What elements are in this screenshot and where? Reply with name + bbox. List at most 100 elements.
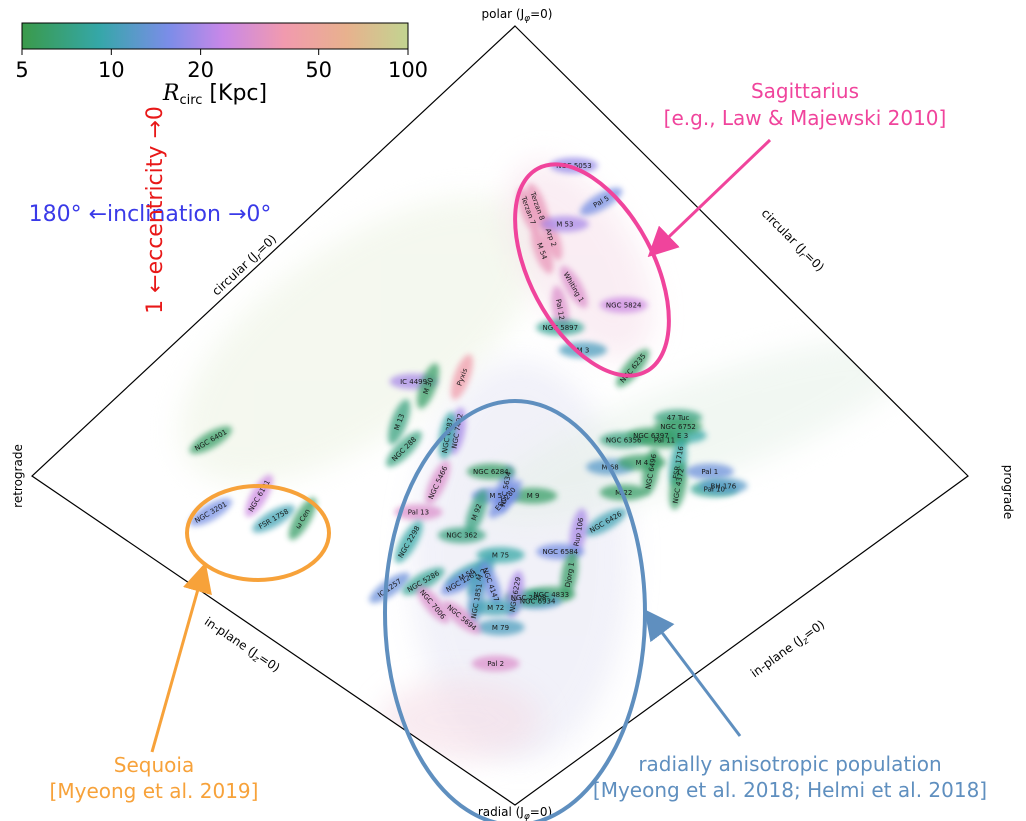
cluster-blob — [437, 527, 486, 544]
label-top: polar (Jφ=0) — [482, 7, 553, 24]
colorbar-label: Rcirc [Kpc] — [162, 81, 267, 108]
colorbar: 5 10 20 50 100 Rcirc [Kpc] — [15, 22, 428, 108]
colorbar-tick-label: 50 — [305, 58, 332, 82]
eccentricity-label: 1 ←eccentricity →0 — [143, 106, 168, 314]
cluster-blob — [416, 363, 440, 409]
cluster-blob — [438, 411, 457, 460]
cluster-label: NGC 6356 — [606, 437, 642, 445]
cluster-label: NGC 6934 — [520, 598, 556, 606]
cluster-blob — [465, 489, 488, 535]
cluster-label: NGC 6397 — [633, 432, 669, 440]
cluster-blob — [387, 399, 411, 445]
colorbar-tick-label: 20 — [187, 58, 214, 82]
cluster-blob — [616, 348, 650, 388]
label-bottom: radial (Jφ=0) — [478, 805, 552, 821]
cluster-label: NGC 2808 — [511, 594, 547, 602]
sagittarius-citation: [e.g., Law & Majewski 2010] — [664, 106, 947, 130]
cluster-blob — [252, 504, 295, 533]
cluster-blob — [599, 297, 648, 313]
sequoia-arrow — [150, 562, 212, 753]
cluster-blob — [560, 551, 579, 599]
cluster-label: Pal 11 — [654, 437, 675, 445]
radial-annotation: radially anisotropic population [Myeong … — [593, 752, 987, 802]
cluster-label: Pal 10 — [704, 486, 725, 494]
cluster-blob — [471, 599, 520, 616]
cluster-blob — [641, 447, 660, 496]
cluster-blob — [471, 655, 520, 672]
cluster-blob — [540, 216, 589, 232]
label-left: retrograde — [11, 444, 25, 508]
cluster-blob — [476, 619, 525, 636]
cluster-label: NGC 6584 — [543, 548, 579, 556]
sequoia-title: Sequoia — [114, 753, 194, 777]
cluster-blob — [288, 497, 317, 540]
cluster-blob — [685, 463, 734, 480]
cluster-blob — [416, 585, 450, 624]
cluster-label: M 53 — [556, 221, 573, 229]
cluster-label: NGC 5897 — [543, 324, 579, 332]
cluster-blob — [549, 157, 598, 174]
cluster-label: M 3 — [577, 347, 590, 355]
cluster-blob — [450, 354, 474, 400]
cluster-label: Pal 1 — [701, 468, 718, 476]
cluster-blob — [584, 508, 627, 536]
cluster-blob — [509, 487, 558, 504]
sequoia-annotation: Sequoia [Myeong et al. 2019] — [50, 753, 259, 803]
sagittarius-title: Sagittarius — [751, 79, 859, 103]
colorbar-tick-label: 10 — [98, 58, 125, 82]
cluster-blob — [479, 561, 502, 608]
cluster-blob — [560, 265, 588, 309]
cluster-blob — [189, 498, 232, 527]
cluster-label: 47 Tuc — [667, 414, 690, 422]
cluster-label: IC 4499 — [400, 378, 427, 386]
colorbar-tick-label: 5 — [15, 58, 28, 82]
radial-arrow — [644, 609, 742, 737]
label-upper-right: circular (Jr=0) — [757, 206, 827, 276]
cluster-label: NGC 6284 — [473, 468, 509, 476]
cluster-blob — [386, 431, 422, 467]
sequoia-citation: [Myeong et al. 2019] — [50, 779, 259, 803]
sagittarius-ellipse — [513, 162, 671, 378]
sequoia-ellipse — [185, 484, 331, 582]
cluster-label: M 9 — [527, 492, 540, 500]
cluster-blob — [189, 426, 232, 454]
cluster-label: M 75 — [492, 551, 509, 559]
cluster-blob — [466, 463, 515, 480]
cluster-blob — [699, 477, 748, 494]
cluster-blob — [569, 508, 588, 556]
cluster-label: Pal 2 — [487, 660, 504, 668]
cluster-blob — [425, 460, 451, 505]
cluster-label: BH 176 — [711, 482, 737, 490]
cluster-label: Pal 12 — [554, 298, 566, 320]
cluster-label: E 3 — [677, 432, 688, 440]
radial-citation: [Myeong et al. 2018; Helmi et al. 2018] — [593, 778, 987, 802]
cluster-label: NGC 4833 — [533, 591, 569, 599]
cluster-blob — [369, 572, 410, 604]
radial-title: radially anisotropic population — [638, 752, 941, 776]
cluster-label: NGC 6752 — [660, 423, 696, 431]
cluster-blob — [442, 600, 481, 635]
cluster-blob — [536, 319, 585, 336]
cluster-label: M 72 — [487, 604, 504, 612]
cluster-label: NGC 362 — [446, 532, 477, 540]
cluster-blob — [402, 567, 445, 596]
cluster-blob — [531, 228, 554, 274]
cluster-label: M 5 — [489, 492, 502, 500]
inclination-label: 180° ←inclination →0° — [29, 202, 272, 227]
sagittarius-annotation: Sagittarius [e.g., Law & Majewski 2010] — [664, 79, 947, 130]
cluster-blob — [394, 520, 423, 563]
cluster-blobs — [189, 157, 748, 672]
label-right: prograde — [1001, 465, 1015, 520]
cluster-blob — [517, 187, 540, 234]
cluster-blob — [394, 504, 443, 521]
cluster-label: Pal 13 — [408, 509, 429, 517]
diamond-frame — [31, 25, 969, 806]
colorbar-gradient — [21, 22, 409, 50]
cluster-blob — [669, 462, 687, 510]
density-background — [32, 26, 968, 805]
colorbar-tick-label: 100 — [388, 58, 428, 82]
cluster-label: M 79 — [492, 624, 509, 632]
sagittarius-arrow — [647, 138, 772, 258]
cluster-label: NGC 5824 — [606, 302, 642, 310]
